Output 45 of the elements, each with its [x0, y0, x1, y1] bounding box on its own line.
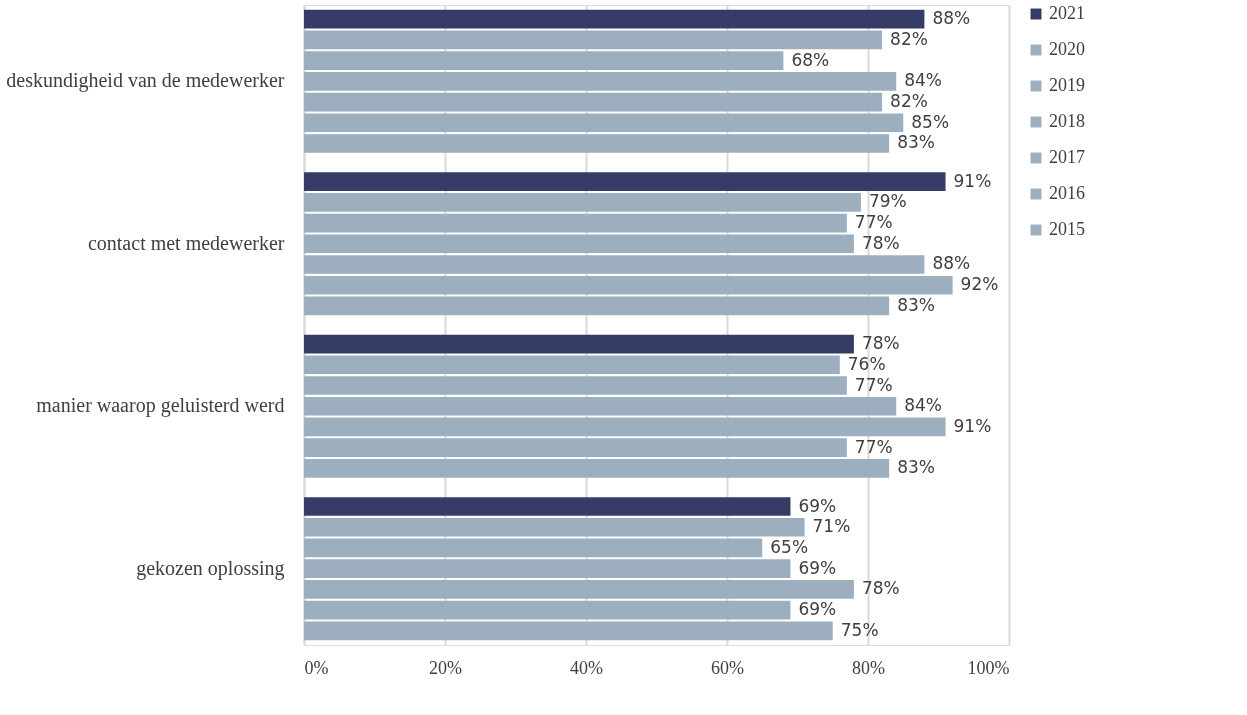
legend-label: 2021 — [1049, 3, 1085, 23]
x-tick-label: 60% — [711, 657, 744, 678]
data-label: 85% — [911, 111, 950, 132]
data-label: 71% — [812, 516, 851, 537]
data-label: 69% — [798, 557, 837, 578]
y-tick-label: manier waarop geluisterd werd — [36, 394, 285, 418]
x-tick-label: 0% — [304, 657, 329, 678]
data-label: 84% — [904, 395, 942, 416]
data-label: 88% — [932, 253, 971, 274]
data-label: 82% — [890, 28, 928, 49]
data-label: 91% — [953, 415, 992, 436]
x-tick-label: 80% — [852, 657, 885, 678]
data-label: 91% — [953, 170, 992, 191]
data-label: 83% — [897, 132, 935, 153]
data-label: 77% — [854, 374, 893, 395]
y-tick-label: gekozen oplossing — [136, 556, 285, 580]
data-label: 88% — [932, 8, 971, 29]
data-label: 79% — [868, 191, 907, 212]
data-label: 77% — [854, 436, 893, 457]
data-label: 82% — [890, 91, 928, 112]
legend-label: 2017 — [1049, 147, 1085, 167]
y-tick-label: deskundigheid van de medewerker — [6, 69, 285, 93]
x-tick-label: 100% — [967, 657, 1010, 678]
y-tick-label: contact met medewerker — [87, 231, 285, 254]
legend-label: 2016 — [1049, 183, 1085, 203]
data-label: 76% — [847, 353, 886, 374]
data-label: 83% — [897, 457, 935, 478]
data-label: 92% — [960, 274, 999, 295]
data-label: 69% — [798, 599, 837, 620]
data-label: 65% — [770, 536, 809, 557]
x-tick-label: 20% — [429, 657, 462, 678]
data-label: 78% — [861, 333, 900, 354]
data-label: 78% — [861, 232, 900, 253]
x-tick-label: 40% — [570, 657, 603, 678]
data-label: 69% — [798, 495, 837, 516]
legend-label: 2018 — [1049, 111, 1085, 131]
data-label: 83% — [897, 294, 935, 315]
legend-label: 2015 — [1049, 219, 1085, 239]
legend-label: 2019 — [1049, 75, 1085, 95]
data-label: 78% — [861, 578, 900, 599]
data-label: 84% — [904, 70, 942, 91]
data-label: 77% — [854, 212, 893, 233]
legend-label: 2020 — [1049, 39, 1085, 59]
data-label: 75% — [840, 619, 879, 640]
data-label: 68% — [791, 49, 830, 70]
